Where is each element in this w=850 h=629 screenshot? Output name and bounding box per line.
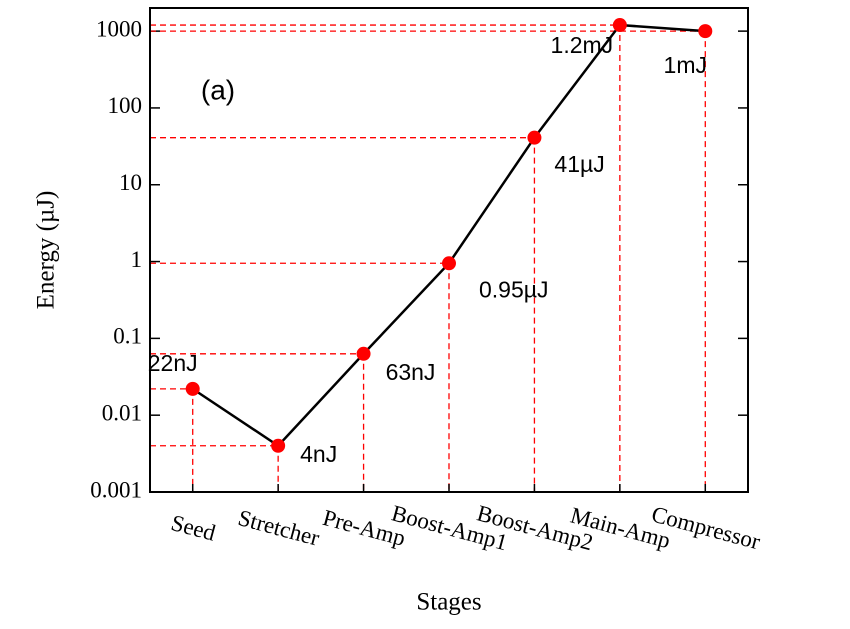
data-label: 1.2mJ — [551, 32, 614, 58]
line — [192, 23, 706, 448]
point — [271, 438, 286, 453]
x-tick-label: Seed — [168, 510, 218, 546]
y-tick-label: 1000 — [96, 16, 142, 41]
point — [185, 381, 200, 396]
y-tick-label: 0.1 — [113, 324, 142, 349]
y-tick-label: 0.001 — [90, 477, 142, 502]
point — [612, 18, 627, 33]
data-label: 41µJ — [554, 151, 604, 177]
y-tick-label: 100 — [108, 93, 143, 118]
plot-frame — [149, 7, 749, 493]
point — [356, 346, 371, 361]
annotation: (a) — [201, 74, 235, 105]
x-axis-label: Stages — [416, 589, 481, 616]
y-axis-label: Energy (µJ) — [33, 191, 60, 310]
data-label: 1mJ — [664, 52, 707, 78]
point — [527, 130, 542, 145]
data-label: 63nJ — [386, 359, 436, 385]
data-label: 22nJ — [148, 350, 198, 376]
y-tick-label: 0.01 — [102, 400, 142, 425]
point — [442, 256, 456, 271]
y-tick-label: 1 — [131, 247, 143, 272]
x-tick-label: Stretcher — [235, 505, 322, 551]
point — [698, 24, 713, 39]
data-label: 4nJ — [300, 441, 337, 467]
y-tick-label: 10 — [119, 170, 142, 195]
data-label: 0.95µJ — [479, 276, 549, 302]
